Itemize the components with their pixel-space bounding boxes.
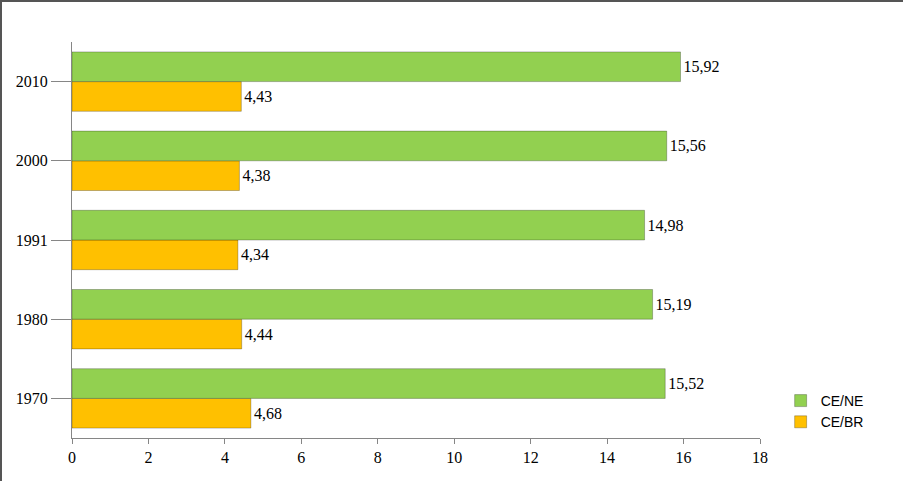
svg-text:12: 12 <box>523 449 539 466</box>
svg-text:15,52: 15,52 <box>668 375 704 392</box>
svg-text:CE/NE: CE/NE <box>821 393 864 409</box>
svg-text:2000: 2000 <box>16 152 48 169</box>
svg-text:4,34: 4,34 <box>241 246 269 263</box>
svg-text:4,68: 4,68 <box>254 405 282 422</box>
svg-text:4: 4 <box>221 449 229 466</box>
svg-text:16: 16 <box>676 449 692 466</box>
svg-text:15,92: 15,92 <box>684 58 720 75</box>
svg-text:14,98: 14,98 <box>648 217 684 234</box>
svg-text:15,56: 15,56 <box>670 137 706 154</box>
svg-text:10: 10 <box>446 449 462 466</box>
svg-text:1991: 1991 <box>16 232 48 249</box>
svg-text:4,43: 4,43 <box>244 88 272 105</box>
svg-text:CE/BR: CE/BR <box>821 414 864 430</box>
svg-text:1980: 1980 <box>16 311 48 328</box>
svg-text:14: 14 <box>599 449 615 466</box>
svg-text:8: 8 <box>374 449 382 466</box>
svg-text:0: 0 <box>68 449 76 466</box>
svg-text:18: 18 <box>752 449 768 466</box>
svg-text:2010: 2010 <box>16 73 48 90</box>
svg-text:1970: 1970 <box>16 390 48 407</box>
svg-text:4,44: 4,44 <box>245 326 273 343</box>
svg-text:15,19: 15,19 <box>656 296 692 313</box>
svg-text:4,38: 4,38 <box>242 167 270 184</box>
svg-text:6: 6 <box>297 449 305 466</box>
svg-text:2: 2 <box>144 449 152 466</box>
